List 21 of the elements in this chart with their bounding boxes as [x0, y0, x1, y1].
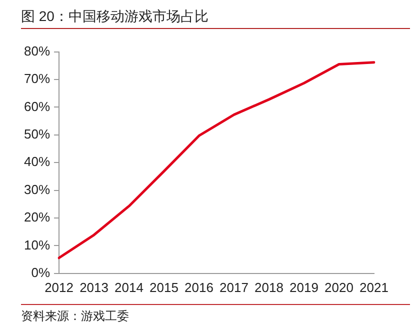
- y-tick-label: 40%: [24, 154, 50, 170]
- y-tick-label: 0%: [31, 264, 50, 280]
- y-tick-label: 80%: [24, 43, 50, 58]
- x-tick-label: 2013: [80, 280, 108, 295]
- x-tick-label: 2012: [44, 280, 74, 295]
- x-tick-label: 2016: [184, 280, 214, 295]
- y-tick-label: 50%: [24, 126, 50, 142]
- y-tick-label: 60%: [24, 98, 50, 114]
- chart-title: 图 20：中国移动游戏市场占比: [21, 6, 410, 29]
- y-tick-label: 20%: [24, 210, 50, 225]
- x-tick-label: 2017: [220, 280, 248, 295]
- text: 资料来源：游戏工委: [21, 304, 410, 324]
- y-tick-label: 70%: [24, 71, 50, 86]
- x-tick-label: 2014: [114, 280, 144, 295]
- x-tick-label: 2015: [150, 280, 178, 295]
- x-tick-label: 2019: [290, 280, 318, 295]
- x-tick-label: 2018: [254, 280, 284, 295]
- y-tick-label: 10%: [24, 237, 50, 252]
- y-tick-label: 30%: [24, 182, 50, 197]
- x-tick-label: 2021: [360, 280, 388, 295]
- x-tick-label: 2020: [324, 280, 354, 295]
